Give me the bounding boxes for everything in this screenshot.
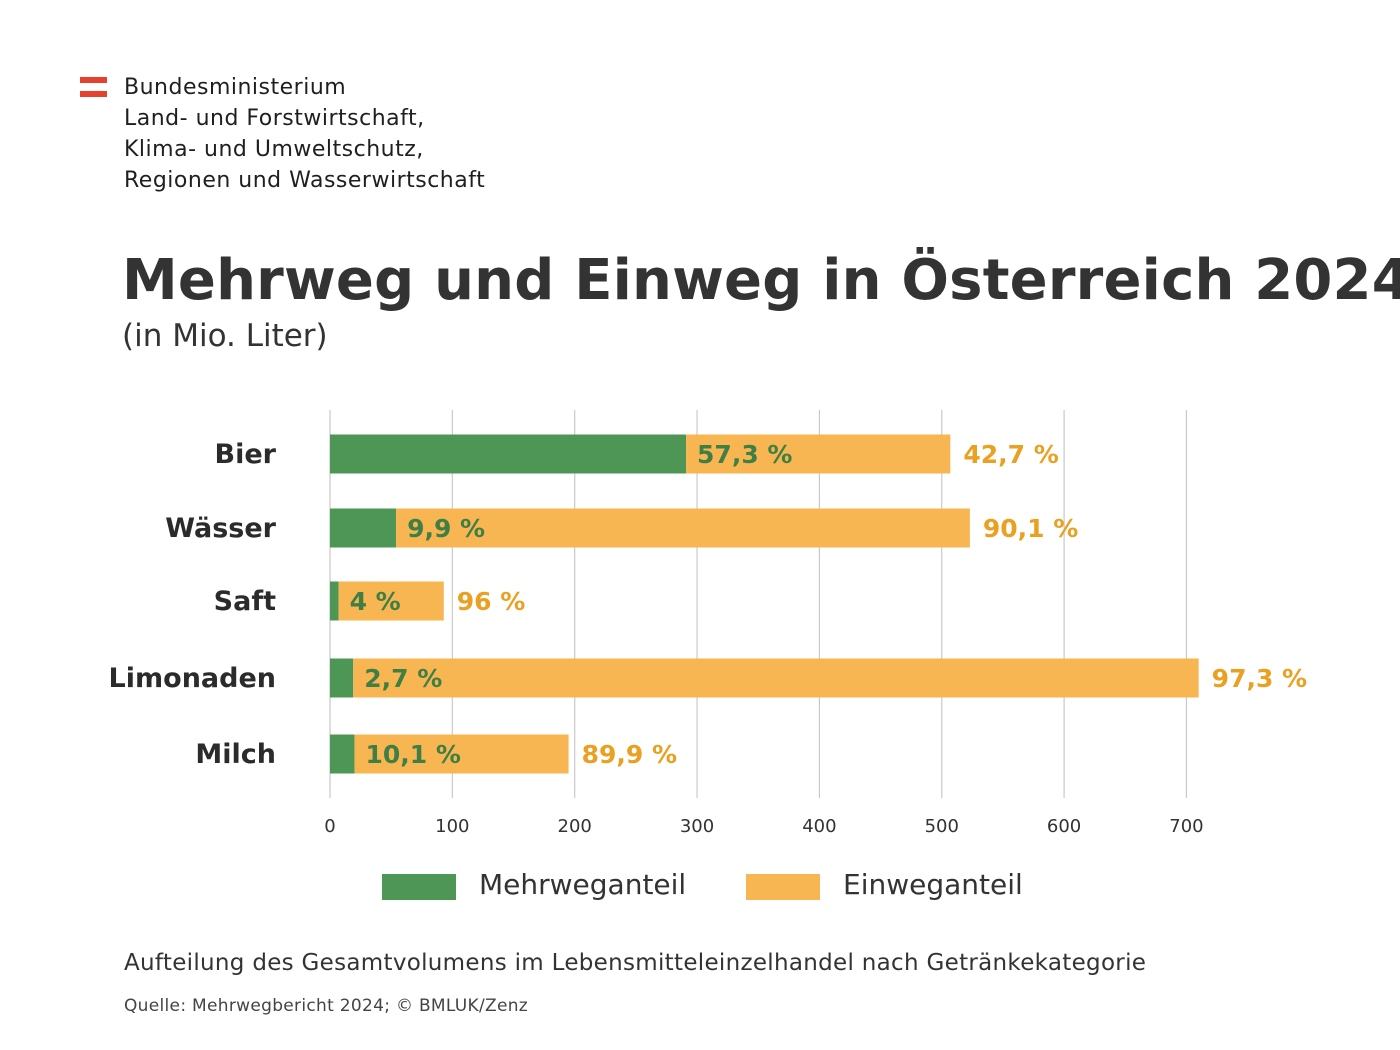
ministry-line-1: Bundesministerium (124, 75, 347, 100)
legend-item-mehrweg: Mehrweganteil (382, 868, 702, 910)
legend-swatch-einweg (746, 874, 820, 900)
footnote: Aufteilung des Gesamtvolumens im Lebensm… (124, 950, 1147, 976)
category-label-3: Limonaden (109, 663, 276, 694)
x-tick-label-700: 700 (1169, 816, 1203, 837)
mehrweg-pct-label-1: 9,9 % (407, 514, 485, 543)
legend-label-mehrweg: Mehrweganteil (479, 868, 687, 901)
category-label-1: Wässer (165, 513, 276, 544)
ministry-line-3: Klima- und Umweltschutz, (124, 137, 424, 162)
einweg-pct-label-0: 42,7 % (963, 440, 1058, 469)
bar-layer (330, 434, 1199, 774)
x-tick-label-400: 400 (802, 816, 836, 837)
bar-einweg-3 (353, 658, 1199, 698)
bar-einweg-2 (338, 581, 444, 621)
legend-item-einweg: Einweganteil (746, 868, 1066, 910)
source-credit: Quelle: Mehrwegbericht 2024; © BMLUK/Zen… (124, 996, 529, 1016)
bar-einweg-0 (686, 434, 951, 474)
x-tick-label-100: 100 (435, 816, 469, 837)
bar-einweg-1 (396, 508, 970, 548)
bar-mehrweg-2 (330, 581, 339, 621)
mehrweg-pct-label-4: 10,1 % (365, 740, 460, 769)
x-tick-label-300: 300 (680, 816, 714, 837)
bar-mehrweg-1 (330, 508, 397, 548)
ministry-header: Bundesministerium Land- und Forstwirtsch… (80, 72, 680, 202)
category-label-0: Bier (215, 439, 277, 470)
einweg-pct-label-3: 97,3 % (1212, 664, 1307, 693)
bar-einweg-4 (354, 734, 569, 774)
x-tick-label-200: 200 (558, 816, 592, 837)
label-layer: Bier 57,3 % 42,7 % Wässer 9,9 % 90,1 % Saft 4 %… (109, 439, 1308, 770)
legend-swatch-mehrweg (382, 874, 456, 900)
x-tick-label-500: 500 (925, 816, 959, 837)
legend-label-einweg: Einweganteil (843, 868, 1023, 901)
mehrweg-pct-label-0: 57,3 % (697, 440, 792, 469)
mehrweg-pct-label-3: 2,7 % (364, 664, 442, 693)
ministry-line-4: Regionen und Wasserwirtschaft (124, 168, 486, 193)
chart-subtitle: (in Mio. Liter) (122, 318, 328, 354)
grid-layer (329, 410, 1188, 798)
chart-title: Mehrweg und Einweg in Österreich 2024 (122, 248, 1400, 313)
x-tick-label-0: 0 (324, 816, 335, 837)
category-label-4: Milch (195, 739, 276, 770)
ministry-name: Bundesministerium Land- und Forstwirtsch… (124, 72, 485, 196)
category-label-2: Saft (214, 586, 276, 617)
bar-mehrweg-3 (330, 658, 354, 698)
flag-stripe-bottom (80, 91, 107, 97)
axis-layer: 0 100 200 300 400 500 600 700 (324, 816, 1203, 837)
einweg-pct-label-4: 89,9 % (582, 740, 677, 769)
einweg-pct-label-2: 96 % (457, 587, 526, 616)
x-tick-label-600: 600 (1047, 816, 1081, 837)
austria-flag-icon (80, 77, 107, 97)
bar-mehrweg-0 (330, 434, 687, 474)
flag-stripe-top (80, 77, 107, 83)
ministry-line-2: Land- und Forstwirtschaft, (124, 106, 425, 131)
bar-mehrweg-4 (330, 734, 355, 774)
mehrweg-pct-label-2: 4 % (350, 587, 401, 616)
einweg-pct-label-1: 90,1 % (983, 514, 1078, 543)
